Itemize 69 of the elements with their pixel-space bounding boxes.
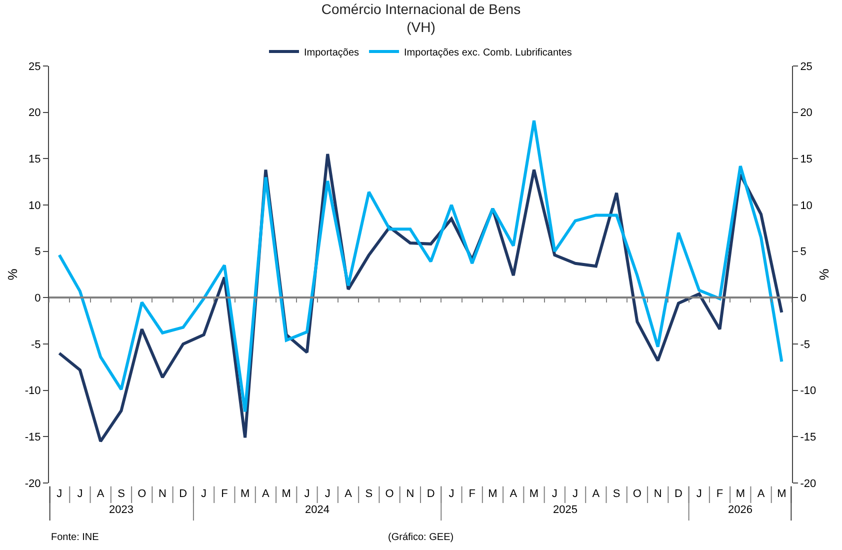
y-tick-label: -5 bbox=[31, 338, 41, 351]
text: 2024 bbox=[305, 504, 330, 516]
y2-tick-label: 20 bbox=[800, 107, 812, 120]
x-tick-label: A bbox=[592, 488, 600, 500]
chart-subtitle: (VH) bbox=[406, 18, 436, 35]
text: 2023 bbox=[109, 504, 134, 516]
y-tick-label: 25 bbox=[28, 60, 41, 73]
x-tick-label: F bbox=[716, 488, 724, 500]
x-tick-label: O bbox=[138, 488, 147, 500]
y2-tick-label: 10 bbox=[800, 200, 812, 212]
legend-label: Importações exc. Comb. Lubrificantes bbox=[404, 47, 572, 58]
x-tick-label: O bbox=[385, 488, 394, 500]
x-tick-label: J bbox=[448, 488, 454, 500]
x-tick-label: M bbox=[736, 488, 745, 500]
y-tick-label: 5 bbox=[34, 246, 41, 258]
x-tick-label: J bbox=[77, 488, 83, 500]
x-tick-label: S bbox=[612, 488, 620, 500]
y2-tick-label: -5 bbox=[800, 338, 810, 351]
x-tick-label: M bbox=[777, 488, 786, 500]
x-tick-label: F bbox=[221, 488, 228, 500]
y2-tick-label: -15 bbox=[800, 432, 816, 444]
x-tick-label: J bbox=[696, 488, 702, 500]
x-tick-label: J bbox=[324, 488, 330, 500]
x-tick-label: J bbox=[56, 488, 62, 500]
x-tick-label: O bbox=[632, 488, 642, 500]
legend-label: Importações bbox=[304, 47, 360, 58]
x-tick-label: N bbox=[406, 488, 414, 500]
x-tick-label: J bbox=[572, 488, 578, 500]
y2-tick-label: 25 bbox=[800, 60, 812, 73]
x-tick-label: F bbox=[468, 488, 476, 500]
x-tick-label: D bbox=[674, 488, 683, 500]
y2-tick-label: 15 bbox=[800, 154, 812, 166]
y-tick-label: 15 bbox=[28, 154, 41, 166]
x-tick-label: M bbox=[529, 488, 539, 500]
y2-tick-label: 5 bbox=[800, 246, 806, 258]
x-tick-label: M bbox=[240, 488, 250, 500]
x-tick-label: M bbox=[282, 488, 291, 500]
y-tick-label: 0 bbox=[34, 292, 41, 305]
x-tick-label: A bbox=[757, 488, 766, 500]
y2-tick-label: -20 bbox=[800, 478, 816, 490]
x-tick-label: J bbox=[201, 488, 207, 500]
source-note: Fonte: INE bbox=[51, 532, 100, 543]
chart-title: Comércio Internacional de Bens bbox=[321, 0, 521, 17]
y2-tick-label: -10 bbox=[800, 385, 816, 398]
x-tick-label: A bbox=[510, 488, 518, 500]
y2-axis-title: % bbox=[816, 268, 832, 280]
x-tick-label: A bbox=[344, 488, 353, 500]
line-series bbox=[58, 119, 784, 414]
text: 2025 bbox=[553, 504, 578, 516]
x-tick-label: A bbox=[262, 488, 270, 500]
x-tick-label: M bbox=[488, 488, 498, 500]
y-tick-label: -10 bbox=[24, 385, 41, 398]
y-tick-label: -20 bbox=[24, 478, 41, 490]
x-tick-label: D bbox=[426, 488, 435, 500]
text: (Gráfico: GEE) bbox=[388, 532, 454, 543]
x-tick-label: S bbox=[365, 488, 373, 500]
x-tick-label: J bbox=[304, 488, 310, 500]
x-tick-label: N bbox=[654, 488, 662, 500]
y-tick-label: 20 bbox=[28, 107, 41, 120]
x-tick-label: D bbox=[179, 488, 188, 500]
y-axis-title: % bbox=[4, 268, 20, 280]
x-tick-label: N bbox=[158, 488, 167, 500]
x-tick-label: A bbox=[96, 488, 105, 500]
x-tick-label: S bbox=[118, 488, 125, 500]
text: 2026 bbox=[728, 504, 752, 516]
x-tick-label: J bbox=[552, 488, 558, 500]
y-tick-label: -15 bbox=[24, 432, 41, 444]
y-tick-label: 10 bbox=[28, 200, 41, 212]
y2-tick-label: 0 bbox=[800, 292, 806, 305]
